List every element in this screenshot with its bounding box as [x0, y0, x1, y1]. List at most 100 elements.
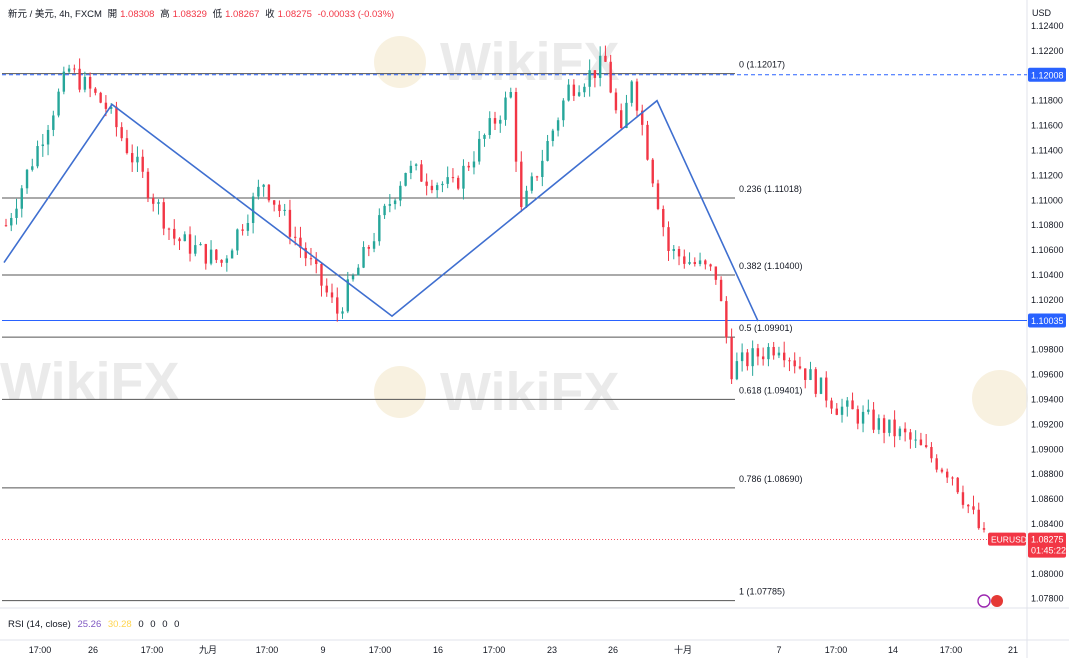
ohlc-header: 新元 / 美元, 4h, FXCM 開 1.08308 高 1.08329 低 1.0…: [8, 6, 397, 20]
candle-body: [288, 209, 292, 237]
time-tick-label: 23: [547, 645, 557, 655]
time-tick-label: 16: [433, 645, 443, 655]
watermark-text: WikiFX: [440, 32, 620, 92]
candle-body: [262, 184, 265, 187]
candle-body: [909, 432, 912, 440]
candle-body: [562, 100, 565, 121]
candle-body: [341, 311, 344, 314]
candle-body: [467, 165, 470, 168]
time-tick-label: 十月: [674, 644, 692, 655]
candle-body: [888, 419, 891, 433]
fib-level-label: 0.786 (1.08690): [739, 474, 803, 484]
candle-body: [761, 356, 765, 360]
candle-body: [772, 346, 775, 356]
candle-body: [525, 190, 528, 208]
candle-body: [662, 208, 665, 228]
candle-body: [683, 256, 686, 264]
candle-body: [315, 259, 318, 265]
candle-body: [483, 135, 486, 139]
watermark-text: WikiFX: [0, 352, 180, 412]
candle-body: [130, 153, 134, 163]
candle-body: [704, 260, 707, 265]
symbol-tag-label: EURUSD: [991, 535, 1027, 545]
candle-body: [309, 258, 313, 260]
symbol-tag: [988, 532, 1026, 546]
candle-body: [414, 164, 418, 166]
time-tick-label: 21: [1008, 645, 1018, 655]
candle-body: [751, 348, 754, 367]
candle-body: [246, 222, 250, 231]
candle-body: [646, 124, 649, 160]
candle-body: [383, 205, 386, 216]
price-tick-label: 1.11600: [1031, 121, 1063, 131]
candle-body: [514, 92, 518, 162]
candle-body: [41, 144, 45, 147]
candle-body: [977, 509, 980, 529]
candle-body: [614, 92, 618, 111]
price-tick-label: 1.07800: [1031, 594, 1064, 604]
candle-body: [215, 249, 218, 260]
candle-body: [951, 477, 954, 479]
lightning-icon[interactable]: [977, 594, 991, 608]
candle-body: [924, 445, 928, 448]
candle-body: [393, 200, 397, 205]
candle-body: [183, 234, 186, 242]
candle-body: [972, 506, 975, 510]
candle-body: [630, 81, 633, 103]
candle-body: [788, 360, 791, 362]
candle-body: [109, 106, 113, 109]
candle-body: [577, 92, 581, 96]
candle-body: [136, 156, 139, 163]
countdown-label: 01:45:22: [1031, 546, 1066, 556]
candle-body: [583, 86, 586, 93]
candle-body: [651, 159, 654, 184]
price-tick-label: 1.12400: [1031, 21, 1064, 31]
candle-body: [961, 492, 965, 505]
rsi-legend[interactable]: RSI (14, close) 25.26 30.28 0 0 0 0: [8, 619, 183, 630]
time-tick-label: 17:00: [940, 645, 963, 655]
rsi-title: RSI (14, close): [8, 619, 71, 630]
candle-body: [520, 161, 523, 208]
candle-body: [435, 185, 439, 191]
candle-body: [372, 241, 376, 249]
candle-body: [446, 177, 449, 184]
candle-body: [304, 247, 307, 259]
candle-body: [25, 169, 29, 189]
price-tag-label: 1.12008: [1031, 70, 1064, 80]
price-tick-label: 1.08000: [1031, 569, 1064, 579]
candle-body: [830, 400, 833, 409]
candle-body: [856, 409, 860, 424]
flag-icon[interactable]: [991, 595, 1003, 607]
price-tick-label: 1.10400: [1031, 270, 1064, 280]
candle-body: [4, 225, 8, 227]
candle-body: [409, 165, 413, 173]
candle-body: [399, 185, 402, 201]
fib-level-label: 0.236 (1.11018): [739, 184, 802, 194]
candle-body: [336, 297, 339, 314]
fib-level-label: 0 (1.12017): [739, 60, 785, 70]
candle-body: [945, 471, 949, 478]
candle-body: [62, 71, 66, 92]
candle-body: [604, 55, 607, 62]
candle-body: [504, 97, 507, 120]
candle-body: [230, 250, 234, 259]
candle-body: [798, 366, 802, 369]
candle-body: [872, 409, 875, 430]
symbol-label[interactable]: 新元 / 美元, 4h, FXCM: [8, 9, 102, 20]
candle-body: [351, 275, 355, 280]
candle-body: [541, 160, 544, 177]
time-tick-label: 17:00: [825, 645, 848, 655]
candle-body: [57, 91, 60, 116]
candle-body: [877, 418, 881, 430]
time-tick-label: 14: [888, 645, 898, 655]
candle-body: [31, 166, 34, 170]
price-tag: [1028, 67, 1066, 82]
current-price-tag: [1028, 532, 1066, 558]
rsi-extra: 0: [174, 619, 180, 630]
price-tick-label: 1.11400: [1031, 146, 1063, 156]
change-value: -0.00033 (-0.03%): [317, 9, 395, 20]
candle-body: [441, 183, 444, 186]
candle-body: [782, 352, 786, 361]
candle-body: [861, 411, 865, 424]
